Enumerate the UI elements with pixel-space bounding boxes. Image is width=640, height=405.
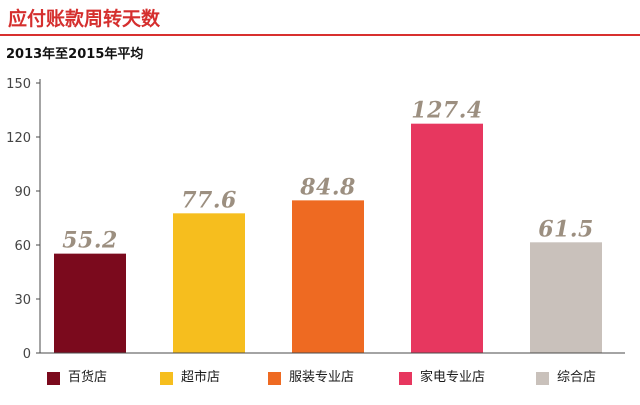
legend-label: 家电专业店 — [420, 370, 486, 385]
legend-item-appliance-store: 家电专业店 — [399, 371, 485, 385]
chart-title: 应付账款周转天数 — [8, 8, 161, 30]
bar-general-store — [530, 242, 602, 353]
bar-apparel-store — [292, 200, 364, 353]
bar-department-store — [54, 253, 126, 353]
bar-supermarket — [173, 213, 245, 353]
data-label: 84.8 — [299, 174, 356, 200]
data-label: 127.4 — [411, 98, 482, 124]
legend-swatch — [160, 371, 173, 385]
legend-label: 百货店 — [68, 370, 108, 385]
legend-item-department-store: 百货店 — [47, 371, 107, 385]
legend-swatch — [536, 371, 549, 385]
legend-swatch — [268, 371, 281, 385]
legend-item-supermarket: 超市店 — [160, 371, 220, 385]
legend-swatch — [47, 371, 60, 385]
data-label: 55.2 — [62, 228, 118, 254]
legend-label: 超市店 — [181, 370, 221, 385]
legend: 百货店 超市店 服装专业店 家电专业店 综合店 — [0, 371, 640, 387]
chart-subtitle: 2013年至2015年平均 — [6, 47, 144, 62]
y-tick-label: 150 — [6, 77, 31, 92]
bar-appliance-store — [411, 123, 483, 354]
data-label: 77.6 — [181, 187, 237, 213]
y-tick-label: 0 — [23, 347, 31, 362]
legend-label: 服装专业店 — [289, 370, 355, 385]
y-tick-label: 30 — [14, 293, 31, 308]
y-tick-label: 60 — [14, 239, 31, 254]
data-label: 61.5 — [538, 216, 594, 242]
legend-label: 综合店 — [557, 370, 597, 385]
legend-swatch — [399, 371, 412, 385]
title-underline — [0, 34, 640, 36]
y-tick-label: 90 — [14, 185, 31, 200]
legend-item-general-store: 综合店 — [536, 371, 596, 385]
y-tick-label: 120 — [6, 131, 31, 146]
legend-item-apparel-store: 服装专业店 — [268, 371, 354, 385]
